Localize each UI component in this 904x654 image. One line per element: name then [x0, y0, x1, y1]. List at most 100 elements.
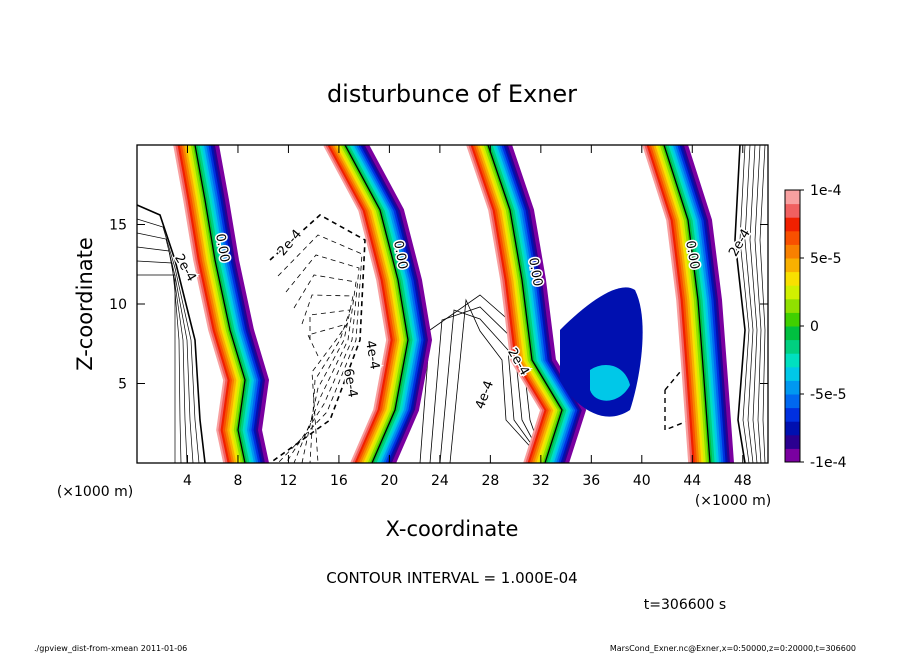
zero-contour — [344, 145, 409, 463]
colorbar-tick-label: 5e-5 — [810, 251, 841, 267]
footer-left: ./gpview_dist-from-xmean 2011-01-06 — [34, 644, 187, 653]
colorbar-swatch — [785, 271, 800, 286]
field — [137, 145, 766, 463]
contour-label: 2e-4 — [275, 227, 305, 259]
contour-line — [137, 260, 182, 463]
field-band — [505, 145, 584, 463]
contour-label: 4e-4 — [473, 379, 497, 412]
field-band — [646, 145, 697, 463]
contour-line — [269, 214, 366, 463]
field-band — [184, 145, 239, 463]
field-band — [492, 145, 571, 463]
field-band — [477, 145, 556, 463]
field-band — [657, 145, 708, 463]
chart-title: disturbunce of Exner — [327, 80, 577, 108]
x-tick-label: 24 — [431, 473, 449, 489]
field-band — [206, 145, 261, 463]
contour-label: 2e-4 — [726, 227, 754, 260]
colorbar-tick-label: 1e-4 — [810, 183, 842, 199]
field-band — [173, 145, 228, 463]
field-band — [494, 145, 573, 463]
contour-line — [137, 204, 206, 463]
field-band — [481, 145, 560, 463]
contour-label: 0.00 — [525, 256, 545, 287]
colorbar-swatch — [785, 448, 800, 463]
contour-label: 6e-4 — [340, 367, 360, 398]
x-tick-label: 28 — [481, 473, 499, 489]
contour-line — [277, 234, 363, 463]
zero-contour — [663, 145, 711, 463]
x-tick-label: 16 — [330, 473, 348, 489]
field-band — [644, 145, 695, 463]
field-band — [470, 145, 549, 463]
colorbar-swatch — [785, 298, 800, 313]
colorbar-swatch — [785, 421, 800, 436]
field-band — [208, 145, 263, 463]
colorbar-tick-label: -5e-5 — [810, 387, 847, 403]
field-band — [490, 145, 569, 463]
field-band — [190, 145, 245, 463]
contour-label: 4e-4 — [362, 339, 382, 370]
colorbar-swatch — [785, 380, 800, 395]
colorbar-swatch — [785, 407, 800, 422]
contour-line — [449, 298, 546, 463]
x-tick-label: 12 — [280, 473, 298, 489]
field-band — [177, 145, 232, 463]
contour-line — [137, 218, 200, 463]
field-band — [479, 145, 558, 463]
field-band — [679, 145, 730, 463]
field-band — [475, 145, 554, 463]
colorbar-tick-label: -1e-4 — [810, 455, 847, 471]
field-band — [664, 145, 715, 463]
colorbar-swatch — [785, 312, 800, 327]
colorbar-swatch — [785, 339, 800, 354]
axis-unit: (×1000 m) — [695, 493, 771, 509]
field-band — [197, 145, 252, 463]
field-band — [201, 145, 256, 463]
colorbar-tick-label: 0 — [810, 319, 819, 335]
footer-right: MarsCond_Exner.nc@Exner,x=0:50000,z=0:20… — [610, 644, 856, 653]
field-band — [651, 145, 701, 463]
field-band — [472, 145, 551, 463]
contour-line — [285, 254, 360, 463]
field-band — [468, 145, 547, 463]
field-band — [199, 145, 254, 463]
x-tick-label: 8 — [233, 473, 242, 489]
field-band — [204, 145, 259, 463]
contour-line — [137, 246, 188, 463]
colorbar-swatch — [785, 326, 800, 341]
contour-line — [754, 145, 762, 463]
contour-line — [439, 309, 546, 463]
x-tick-label: 36 — [582, 473, 600, 489]
y-tick-label: 15 — [109, 218, 127, 234]
field-band — [503, 145, 582, 463]
contour-line — [739, 145, 750, 463]
field-band — [175, 145, 230, 463]
field-band — [179, 145, 234, 463]
field-band — [365, 145, 433, 463]
field-band — [659, 145, 710, 463]
field-band — [653, 145, 704, 463]
contour-line — [734, 145, 746, 463]
field-band — [195, 145, 250, 463]
field-band — [681, 145, 732, 463]
colorbar-swatch — [785, 394, 800, 409]
field-band — [186, 145, 241, 463]
contour-line — [749, 145, 758, 463]
field-band — [212, 145, 267, 463]
colorbar-swatch — [785, 230, 800, 245]
field-band — [648, 145, 699, 463]
contour-line — [137, 274, 176, 463]
field-band — [215, 145, 270, 463]
field-band — [182, 145, 237, 463]
field-band — [675, 145, 726, 463]
field-band — [466, 145, 545, 463]
field-band — [666, 145, 717, 463]
contour-line — [293, 274, 357, 463]
contour-line — [137, 232, 194, 463]
x-tick-label: 20 — [380, 473, 398, 489]
y-tick-label: 5 — [118, 377, 127, 393]
field-band — [684, 145, 734, 463]
contour-interval: CONTOUR INTERVAL = 1.000E-04 — [326, 569, 577, 587]
x-axis-label: X-coordinate — [386, 517, 519, 541]
